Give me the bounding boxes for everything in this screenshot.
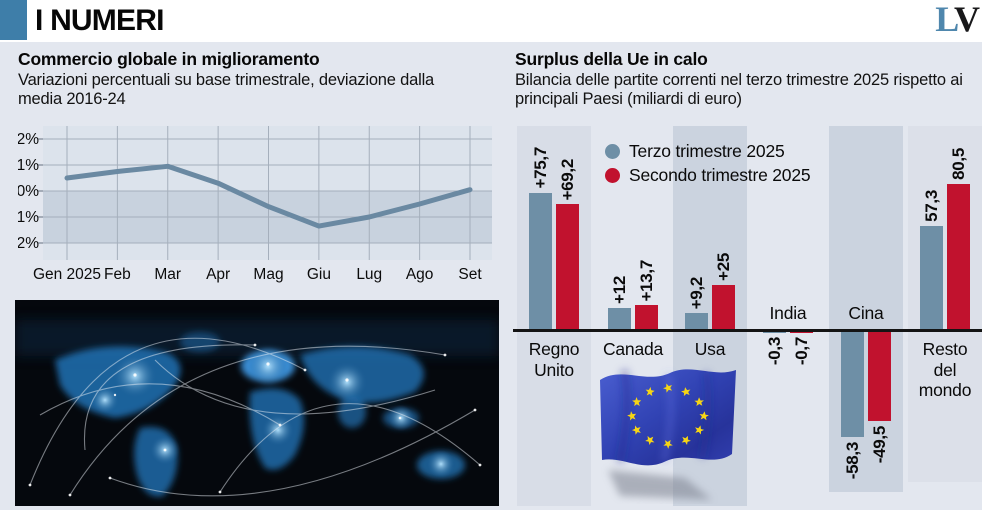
- left-chart-title: Commercio globale in miglioramento: [18, 49, 320, 69]
- x-tick-label: Feb: [104, 266, 131, 283]
- bar-q3-3: [763, 331, 786, 333]
- world-map-image: [15, 300, 499, 506]
- y-tick-label: -1%: [18, 209, 39, 226]
- x-tick-label: Mar: [154, 266, 181, 283]
- map-network-arcs: [29, 337, 481, 497]
- bar-value-label: +69,2: [557, 158, 577, 201]
- bar-q3-2: [685, 313, 708, 330]
- chart-legend: Terzo trimestre 2025 Secondo trimestre 20…: [605, 139, 811, 187]
- x-tick-label: Set: [458, 266, 482, 283]
- category-label-3: India: [769, 303, 807, 323]
- legend-row: Terzo trimestre 2025: [605, 139, 810, 163]
- bar-value-label: -58,3: [842, 441, 862, 480]
- bar-value-label: +12: [609, 276, 629, 305]
- y-tick-label: 1%: [18, 157, 39, 174]
- bar-q3-1: [608, 308, 631, 330]
- map-node-dots: [28, 343, 482, 497]
- bar-value-label: 57,3: [921, 190, 941, 223]
- flag-shadow: [608, 470, 712, 500]
- x-tick-label: Giu: [307, 266, 331, 283]
- category-label-2: Usa: [694, 339, 726, 359]
- logo-letter-v: V: [954, 0, 980, 39]
- bar-q3-4: [841, 331, 864, 438]
- x-tick-label: Ago: [406, 266, 434, 283]
- bar-q2-5: [947, 183, 970, 330]
- legend-dot-icon: [605, 143, 620, 159]
- x-tick-label: Gen 2025: [33, 266, 101, 283]
- legend-row: Secondo trimestre 2025: [605, 163, 811, 187]
- bar-value-label: +25: [713, 252, 733, 281]
- bar-value-label: +75,7: [530, 147, 550, 189]
- page-title: I NUMERI: [35, 4, 164, 37]
- bar-chart-axis-line: [513, 329, 982, 332]
- logo-letter-l: L: [935, 0, 956, 39]
- y-tick-label: -2%: [18, 235, 39, 252]
- category-label-5: Resto del mondo: [918, 339, 972, 401]
- bar-q2-4: [868, 331, 891, 422]
- category-label-4: Cina: [848, 303, 884, 323]
- bar-q3-5: [920, 226, 943, 330]
- bar-value-label: -49,5: [869, 425, 889, 464]
- bar-value-label: +9,2: [686, 276, 706, 310]
- bar-q2-1: [635, 305, 658, 330]
- bar-q2-0: [556, 204, 579, 330]
- legend-dot-icon: [605, 167, 620, 183]
- category-label-0: Regno Unito: [528, 339, 580, 380]
- bar-q2-3: [790, 331, 813, 333]
- bar-value-label: 80,5: [948, 148, 968, 180]
- trend-line: [64, 163, 473, 229]
- right-chart-title: Surplus della Ue in calo: [515, 49, 708, 69]
- y-tick-label: 2%: [18, 131, 39, 148]
- bar-chart: Terzo trimestre 2025 Secondo trimestre 20…: [513, 126, 982, 510]
- bar-q3-0: [529, 192, 552, 330]
- eu-flag-image: [600, 369, 736, 500]
- legend-label: Terzo trimestre 2025: [629, 140, 785, 161]
- x-tick-label: Apr: [206, 266, 230, 283]
- bar-value-label: -0,7: [791, 337, 811, 366]
- x-tick-label: Mag: [253, 266, 283, 283]
- newspaper-logo: LV: [935, 0, 980, 40]
- category-label-1: Canada: [602, 339, 664, 359]
- legend-label: Secondo trimestre 2025: [629, 164, 811, 185]
- x-tick-label: Lug: [356, 266, 382, 283]
- left-chart-subtitle: Variazioni percentuali su base trimestra…: [18, 71, 435, 109]
- bar-q2-2: [712, 284, 735, 330]
- right-chart-subtitle: Bilancia delle partite correnti nel terz…: [515, 71, 963, 109]
- section-marker-square: [0, 0, 27, 40]
- flag-folds: [616, 369, 712, 463]
- y-tick-label: 0%: [18, 183, 39, 200]
- bar-value-label: +13,7: [636, 259, 656, 302]
- header-bar: I NUMERI LV: [0, 0, 982, 42]
- bar-value-label: -0,3: [764, 336, 784, 365]
